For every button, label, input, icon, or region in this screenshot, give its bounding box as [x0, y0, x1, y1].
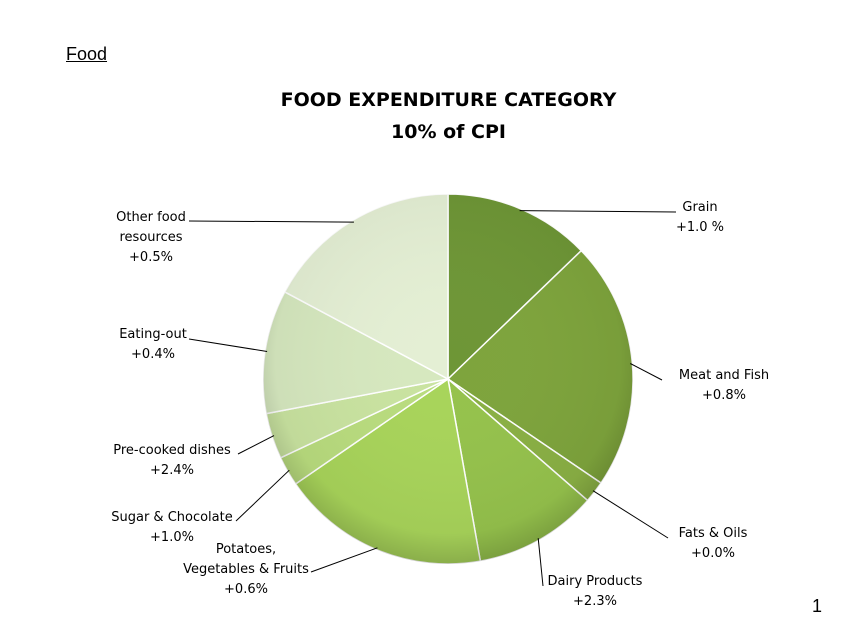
slice-label-pre-cooked-dishes: Pre-cooked dishes +2.4% [113, 443, 231, 478]
chart-title: FOOD EXPENDITURE CATEGORY [280, 89, 617, 111]
leader-line-meat-and-fish [630, 363, 663, 381]
page-number: 1 [812, 596, 823, 616]
leader-line-fats-oils [592, 490, 669, 539]
leader-line-grain [519, 210, 677, 213]
section-title-link[interactable]: Food [66, 44, 108, 64]
leader-line-pre-cooked-dishes [237, 435, 275, 455]
leader-line-other-food-resources [188, 220, 354, 223]
slice-label-grain: Grain +1.0 % [676, 200, 724, 235]
leader-line-eating-out [188, 338, 268, 352]
chart-subtitle: 10% of CPI [391, 121, 506, 143]
slice-label-potatoes-vegetables-fruits: Potatoes, Vegetables & Fruits +0.6% [183, 542, 309, 597]
slice-label-eating-out: Eating-out +0.4% [119, 327, 187, 362]
slice-label-sugar-chocolate: Sugar & Chocolate +1.0% [111, 510, 233, 545]
leader-line-sugar-chocolate [235, 469, 290, 522]
slice-label-fats-oils: Fats & Oils +0.0% [679, 526, 748, 561]
leader-line-dairy-products [537, 538, 544, 587]
leader-line-potatoes-vegetables-fruits [310, 547, 378, 573]
slice-label-meat-and-fish: Meat and Fish +0.8% [679, 368, 769, 403]
slice-label-dairy-products: Dairy Products +2.3% [548, 574, 643, 609]
slice-label-other-food-resources: Other food resources +0.5% [116, 210, 186, 265]
